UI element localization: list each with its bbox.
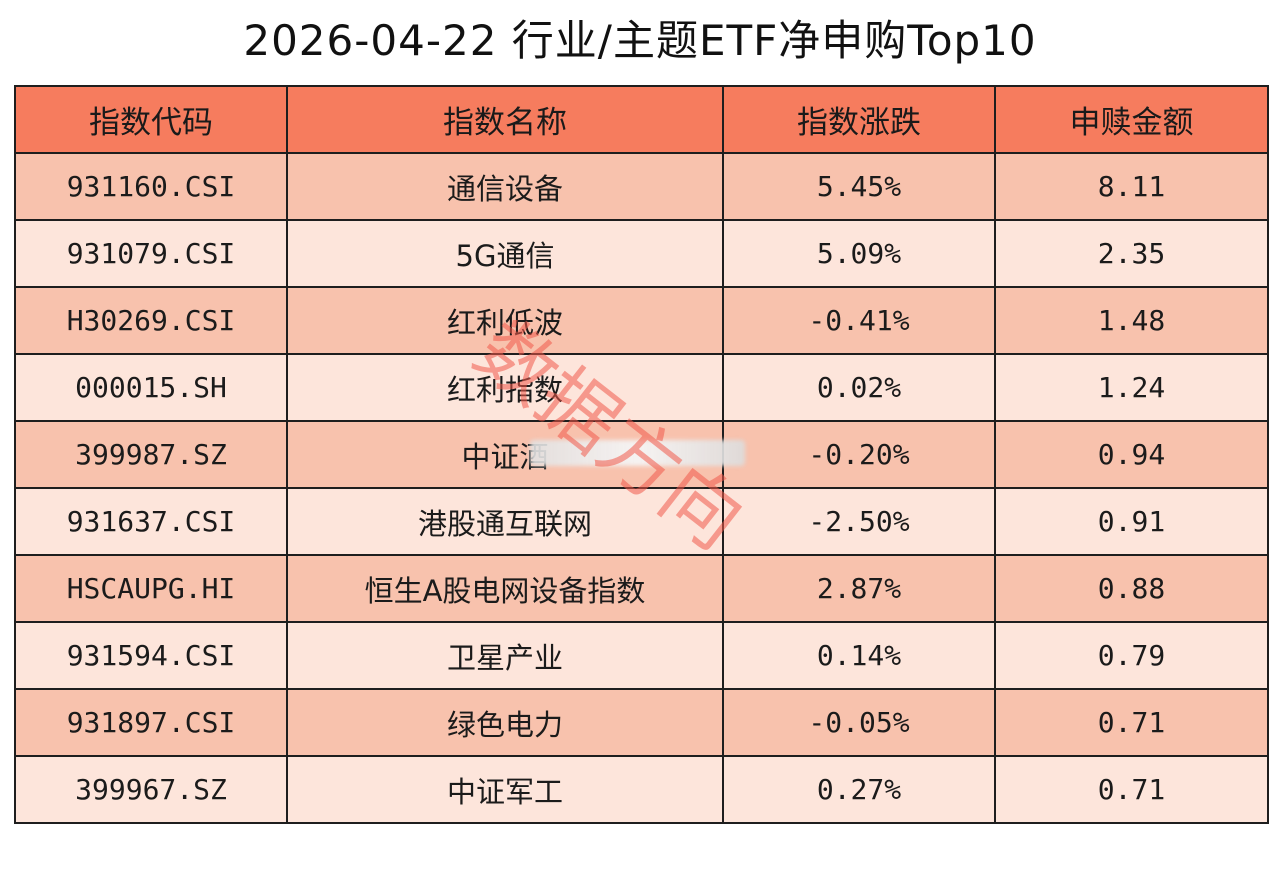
cell-index-name: 红利低波 [286,286,724,355]
column-header-amount: 申赎金额 [994,85,1269,154]
cell-index-name: 港股通互联网 [286,487,724,556]
cell-index-change: 2.87% [722,554,996,623]
cell-index-name: 绿色电力 [286,688,724,757]
chart-title: 2026-04-22 行业/主题ETF净申购Top10 [243,16,1037,65]
column-header-change: 指数涨跌 [722,85,996,154]
cell-amount: 0.94 [994,420,1269,489]
cell-index-code: 000015.SH [14,353,288,422]
cell-index-name: 中证军工 [286,755,724,824]
cell-amount: 1.24 [994,353,1269,422]
cell-index-change: -2.50% [722,487,996,556]
cell-amount: 0.91 [994,487,1269,556]
table-header-row: 指数代码 指数名称 指数涨跌 申赎金额 [14,85,1269,154]
cell-amount: 1.48 [994,286,1269,355]
table-row: 931160.CSI 通信设备 5.45% 8.11 [14,152,1269,221]
cell-amount: 8.11 [994,152,1269,221]
cell-index-name: 通信设备 [286,152,724,221]
cell-index-change: 5.09% [722,219,996,288]
table-row: 931079.CSI 5G通信 5.09% 2.35 [14,219,1269,288]
cell-amount: 0.71 [994,688,1269,757]
cell-index-code: 931594.CSI [14,621,288,690]
table-row: H30269.CSI 红利低波 -0.41% 1.48 [14,286,1269,355]
cell-index-code: 931079.CSI [14,219,288,288]
cell-amount: 2.35 [994,219,1269,288]
cell-index-code: 931637.CSI [14,487,288,556]
cell-index-change: -0.20% [722,420,996,489]
cell-index-change: 0.27% [722,755,996,824]
cell-index-code: 399967.SZ [14,755,288,824]
table-row: HSCAUPG.HI 恒生A股电网设备指数 2.87% 0.88 [14,554,1269,623]
cell-index-code: 931897.CSI [14,688,288,757]
cell-index-code: 931160.CSI [14,152,288,221]
cell-amount: 0.79 [994,621,1269,690]
cell-index-name: 红利指数 [286,353,724,422]
column-header-name: 指数名称 [286,85,724,154]
cell-index-change: 5.45% [722,152,996,221]
table-row: 399987.SZ 中证酒 -0.20% 0.94 [14,420,1269,489]
etf-table: 指数代码 指数名称 指数涨跌 申赎金额 931160.CSI 通信设备 5.45% 8… [14,85,1269,824]
cell-index-change: 0.02% [722,353,996,422]
cell-index-change: 0.14% [722,621,996,690]
table-row: 931637.CSI 港股通互联网 -2.50% 0.91 [14,487,1269,556]
cell-amount: 0.71 [994,755,1269,824]
table-row: 000015.SH 红利指数 0.02% 1.24 [14,353,1269,422]
cell-index-code: H30269.CSI [14,286,288,355]
column-header-code: 指数代码 [14,85,288,154]
table-row: 399967.SZ 中证军工 0.27% 0.71 [14,755,1269,824]
cell-index-name: 5G通信 [286,219,724,288]
cell-amount: 0.88 [994,554,1269,623]
cell-index-code: HSCAUPG.HI [14,554,288,623]
table-row: 931594.CSI 卫星产业 0.14% 0.79 [14,621,1269,690]
cell-index-change: -0.05% [722,688,996,757]
blurred-overlay [530,440,745,466]
table-row: 931897.CSI 绿色电力 -0.05% 0.71 [14,688,1269,757]
cell-index-name: 恒生A股电网设备指数 [286,554,724,623]
cell-index-change: -0.41% [722,286,996,355]
cell-index-code: 399987.SZ [14,420,288,489]
cell-index-name: 卫星产业 [286,621,724,690]
